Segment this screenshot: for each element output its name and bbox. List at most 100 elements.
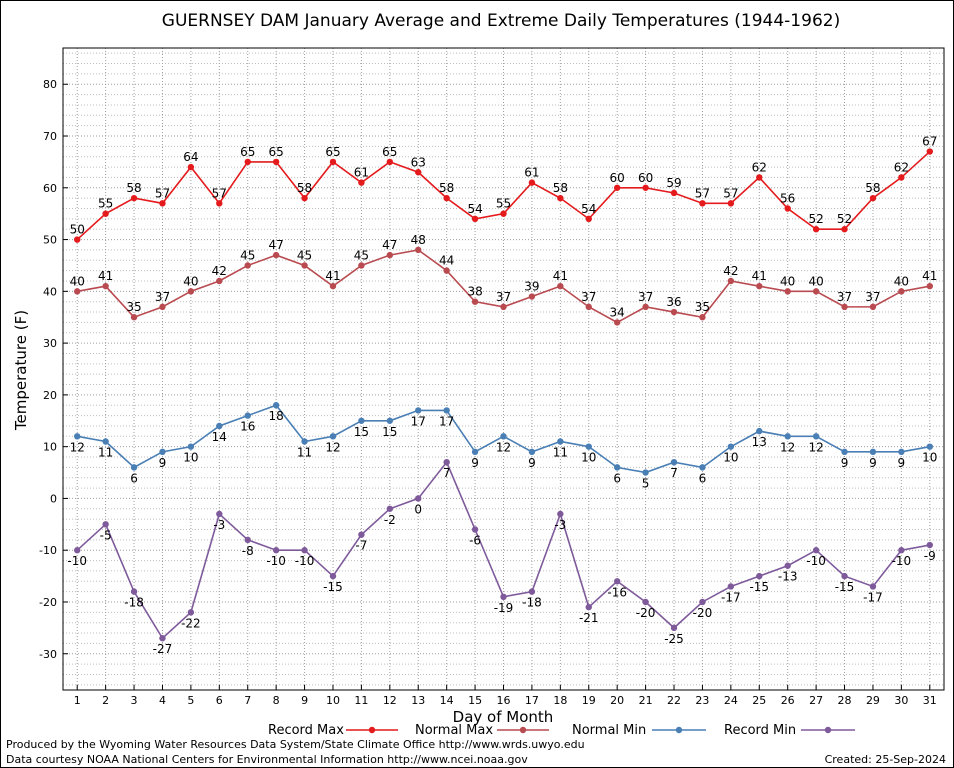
data-point [386, 158, 394, 166]
x-tick-label: 11 [354, 694, 368, 707]
data-label: 57 [695, 186, 710, 200]
data-point [585, 303, 592, 311]
data-label: 55 [496, 197, 511, 211]
legend-item-record-min: Record Min [724, 723, 855, 738]
data-label: 41 [98, 269, 113, 283]
data-point [471, 448, 479, 456]
data-label: -7 [355, 539, 367, 553]
data-point [841, 303, 848, 311]
data-label: 34 [610, 305, 625, 319]
data-label: 52 [837, 212, 852, 226]
data-point [74, 236, 81, 243]
data-label: 10 [723, 451, 738, 465]
data-point [301, 547, 308, 554]
data-label: -15 [835, 580, 855, 594]
data-label: 41 [922, 269, 937, 283]
data-point [272, 158, 280, 166]
data-point [130, 464, 138, 471]
data-label: 12 [325, 440, 340, 454]
data-label: 37 [837, 290, 852, 304]
x-tick-label: 18 [553, 694, 567, 707]
data-label: -17 [863, 590, 883, 604]
data-label: -5 [100, 528, 112, 542]
y-tick-label: -10 [39, 544, 57, 557]
data-label: -6 [469, 534, 481, 548]
data-point [756, 282, 763, 290]
data-label: 45 [297, 248, 312, 262]
data-label: -18 [522, 596, 542, 610]
data-label: 13 [752, 435, 767, 449]
data-point [415, 246, 422, 254]
data-label: 12 [70, 440, 85, 454]
data-point [869, 194, 877, 202]
data-point [557, 510, 564, 518]
data-label: 63 [411, 155, 426, 169]
x-tick-label: 29 [866, 694, 880, 707]
data-label: 65 [269, 145, 284, 159]
x-tick-label: 8 [273, 694, 280, 707]
data-point [926, 148, 933, 155]
data-point [329, 158, 337, 166]
data-point [471, 298, 479, 305]
x-tick-label: 3 [131, 694, 138, 707]
data-point [244, 412, 251, 419]
x-tick-label: 10 [326, 694, 340, 707]
y-tick-label: 50 [43, 234, 57, 247]
data-label: -27 [153, 642, 173, 656]
data-label: 42 [723, 264, 738, 278]
data-point [670, 308, 678, 316]
x-tick-label: 20 [610, 694, 624, 707]
data-point [358, 262, 365, 269]
data-point [415, 407, 422, 414]
x-tick-label: 24 [724, 694, 738, 707]
data-label: 40 [894, 274, 909, 288]
footer-produced-by: Produced by the Wyoming Water Resources … [6, 738, 585, 751]
data-point [699, 598, 706, 606]
data-label: 62 [752, 160, 767, 174]
data-label: 37 [581, 290, 596, 304]
data-point [812, 288, 820, 295]
data-label: 6 [699, 471, 707, 485]
data-label: 9 [869, 456, 877, 470]
data-point [74, 433, 81, 440]
data-point [187, 163, 195, 171]
series-line [77, 249, 930, 324]
data-label: 9 [841, 456, 849, 470]
data-label: 40 [70, 274, 85, 288]
legend-item-normal-max: Normal Max [415, 723, 549, 738]
x-tick-label: 17 [525, 694, 539, 707]
data-label: 58 [439, 181, 454, 195]
x-tick-label: 7 [244, 694, 251, 707]
data-label: 14 [212, 430, 227, 444]
data-point [898, 174, 905, 181]
data-label: 36 [666, 295, 681, 309]
data-label: -10 [67, 554, 87, 568]
grid [63, 48, 944, 690]
data-label: 9 [159, 456, 167, 470]
data-label: 58 [865, 181, 880, 195]
data-point [784, 205, 791, 212]
data-point [102, 210, 109, 217]
data-point [74, 288, 81, 295]
series-normal-max: 40 41 35 37 40 42 45 47 45 41 45 47 48 44 38 37 39 41 37 34… [70, 233, 937, 326]
data-point [756, 572, 763, 580]
data-label: 54 [467, 202, 482, 216]
data-point [187, 443, 195, 450]
data-label: 10 [183, 451, 198, 465]
data-label: -9 [924, 549, 936, 563]
data-label: -22 [181, 616, 201, 630]
data-point [159, 200, 166, 207]
data-point [812, 547, 820, 554]
y-tick-label: 40 [43, 285, 57, 298]
data-label: 42 [212, 264, 227, 278]
data-point [613, 184, 621, 191]
y-tick-label: 30 [43, 337, 57, 350]
data-point [159, 448, 166, 456]
data-point [557, 282, 564, 290]
data-point [784, 433, 791, 440]
data-label: 55 [98, 197, 113, 211]
data-point [216, 200, 223, 207]
data-point [244, 158, 251, 166]
